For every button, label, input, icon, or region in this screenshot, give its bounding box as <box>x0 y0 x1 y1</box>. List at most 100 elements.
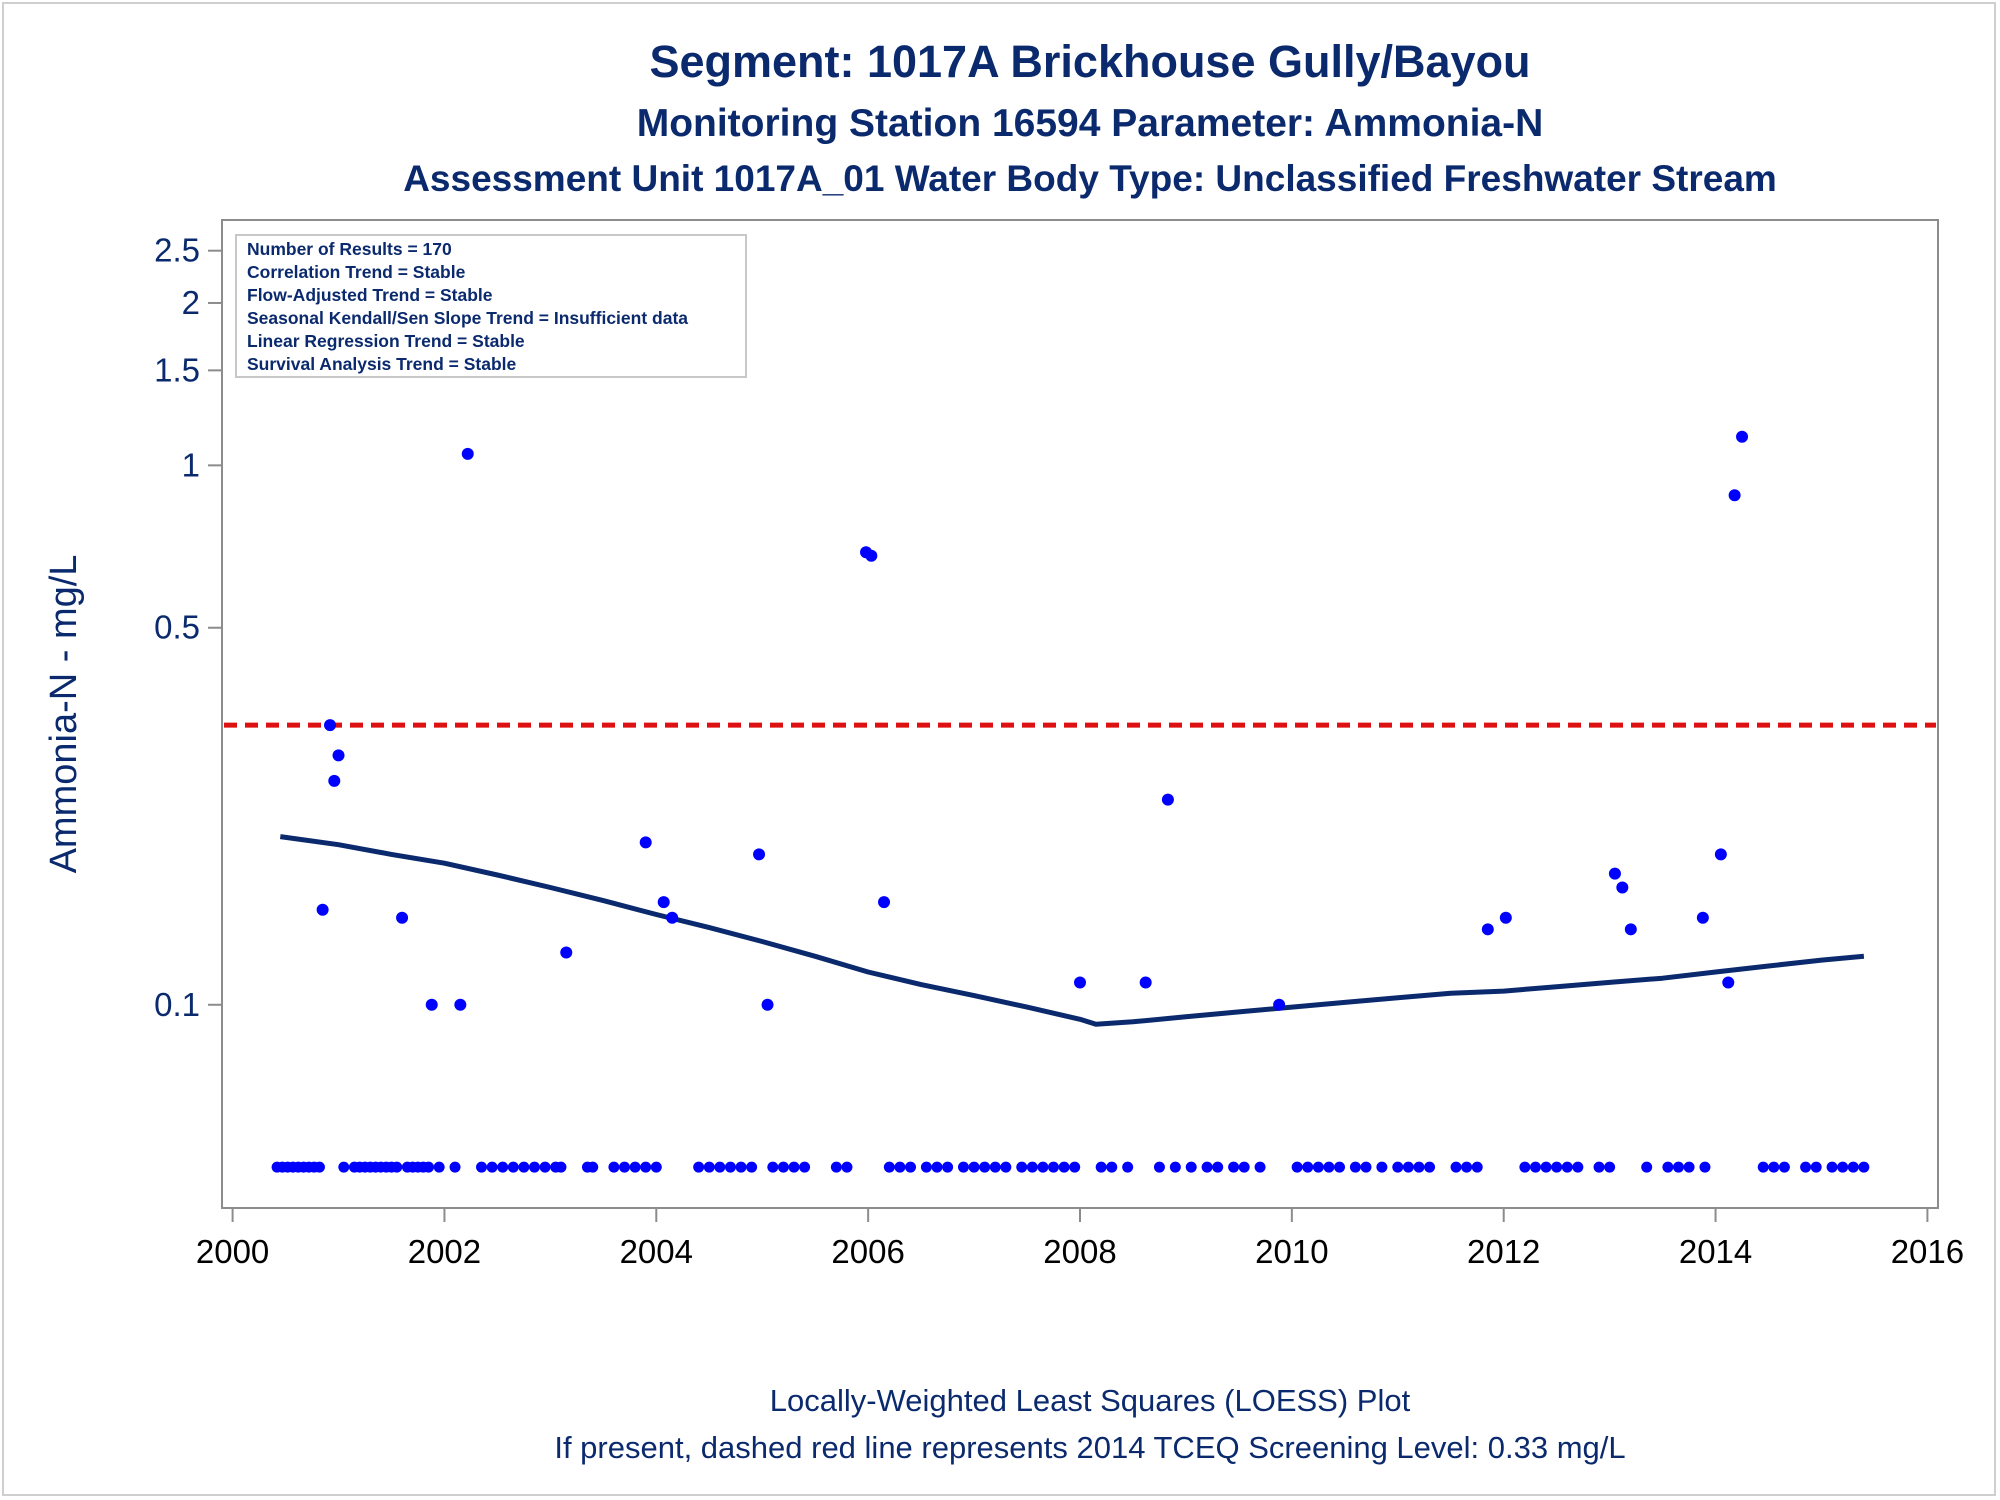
data-point <box>1714 848 1727 861</box>
nondetect-point <box>1461 1161 1473 1173</box>
nondetect-point <box>1016 1161 1028 1173</box>
data-point <box>761 998 774 1011</box>
footnote-method: Locally-Weighted Least Squares (LOESS) P… <box>769 1383 1411 1418</box>
data-point <box>865 549 878 562</box>
data-point <box>1728 489 1741 502</box>
nondetect-point <box>1312 1161 1324 1173</box>
nondetect-point <box>497 1161 509 1173</box>
x-tick-label: 2010 <box>1255 1233 1328 1270</box>
loess-trend-line <box>279 834 1865 1027</box>
data-point <box>1074 976 1086 989</box>
x-tick-label: 2000 <box>196 1233 269 1270</box>
x-tick-label: 2002 <box>408 1233 481 1270</box>
nondetect-point <box>1699 1161 1711 1173</box>
stats-legend-box <box>235 234 747 378</box>
y-tick-label: 0.1 <box>154 986 200 1023</box>
nondetect-point <box>1561 1161 1573 1173</box>
stats-legend-entry: Flow-Adjusted Trend = Stable <box>247 285 493 305</box>
data-point <box>1161 793 1174 806</box>
nondetect-point <box>1683 1161 1695 1173</box>
data-point <box>328 774 341 787</box>
nondetect-point <box>1153 1161 1165 1173</box>
nondetect-point <box>1302 1161 1314 1173</box>
nondetect-point <box>735 1161 747 1173</box>
nondetect-point <box>1662 1161 1674 1173</box>
data-point <box>461 447 474 460</box>
nondetect-point <box>1058 1161 1070 1173</box>
nondetect-point <box>841 1161 853 1173</box>
nondetect-point <box>1847 1161 1859 1173</box>
data-point <box>878 896 891 909</box>
data-point <box>666 911 679 924</box>
nondetect-point <box>1800 1161 1812 1173</box>
chart-subtitle-2: Assessment Unit 1017A_01 Water Body Type… <box>403 158 1777 199</box>
nondetect-point <box>1424 1161 1436 1173</box>
nondetect-point <box>1810 1161 1822 1173</box>
nondetect-point <box>746 1161 758 1173</box>
nondetect-point <box>1185 1161 1197 1173</box>
nondetect-point <box>539 1161 551 1173</box>
nondetect-point <box>799 1161 811 1173</box>
nondetect-point <box>830 1161 842 1173</box>
nondetect-point <box>693 1161 705 1173</box>
x-tick-label: 2012 <box>1467 1233 1540 1270</box>
nondetect-point <box>1826 1161 1838 1173</box>
y-tick-label: 0.5 <box>154 609 200 646</box>
nondetect-point <box>905 1161 917 1173</box>
data-point <box>560 946 573 959</box>
data-point <box>324 719 337 732</box>
nondetect-point <box>1572 1161 1584 1173</box>
nondetect-point <box>1106 1161 1118 1173</box>
nondetect-point <box>507 1161 519 1173</box>
nondetect-point <box>1349 1161 1361 1173</box>
nondetect-point <box>1641 1161 1653 1173</box>
x-tick-label: 2004 <box>620 1233 693 1270</box>
nondetect-point <box>1529 1161 1541 1173</box>
x-tick-label: 2008 <box>1043 1233 1116 1270</box>
data-point <box>1722 976 1735 989</box>
nondetect-point <box>1672 1161 1684 1173</box>
nondetect-point <box>1334 1161 1346 1173</box>
nondetect-point <box>1238 1161 1250 1173</box>
nondetect-point <box>968 1161 980 1173</box>
nondetect-point <box>476 1161 488 1173</box>
nondetect-point <box>313 1161 325 1173</box>
nondetect-point <box>1254 1161 1266 1173</box>
nondetect-point <box>391 1161 403 1173</box>
nondetect-point <box>1768 1161 1780 1173</box>
nondetect-point <box>433 1161 445 1173</box>
data-point <box>1139 976 1152 989</box>
nondetect-point <box>989 1161 1001 1173</box>
x-tick-label: 2016 <box>1891 1233 1964 1270</box>
nondetect-point <box>486 1161 498 1173</box>
nondetect-point <box>767 1161 779 1173</box>
y-tick-label: 2 <box>182 284 200 321</box>
nondetect-point <box>1291 1161 1303 1173</box>
nondetect-point <box>629 1161 641 1173</box>
nondetect-point <box>1540 1161 1552 1173</box>
nondetect-point <box>1551 1161 1563 1173</box>
data-point <box>454 998 467 1011</box>
nondetect-point <box>619 1161 631 1173</box>
nondetect-point <box>714 1161 726 1173</box>
nondetect-point <box>1837 1161 1849 1173</box>
nondetect-point <box>423 1161 435 1173</box>
data-point <box>1736 430 1749 443</box>
nondetect-point <box>788 1161 800 1173</box>
nondetect-point <box>1413 1161 1425 1173</box>
nondetect-point <box>883 1161 895 1173</box>
nondetect-point <box>587 1161 599 1173</box>
nondetect-point <box>979 1161 991 1173</box>
nondetect-point <box>1323 1161 1335 1173</box>
nondetect-point <box>1026 1161 1038 1173</box>
nondetect-point <box>608 1161 620 1173</box>
nondetect-point <box>1201 1161 1213 1173</box>
y-axis-label: Ammonia-N - mg/L <box>43 555 85 874</box>
y-tick-label: 1 <box>182 446 200 483</box>
data-point <box>332 749 345 762</box>
y-tick-label: 1.5 <box>154 351 200 388</box>
data-point <box>657 896 670 909</box>
footnote-screening: If present, dashed red line represents 2… <box>554 1430 1626 1465</box>
